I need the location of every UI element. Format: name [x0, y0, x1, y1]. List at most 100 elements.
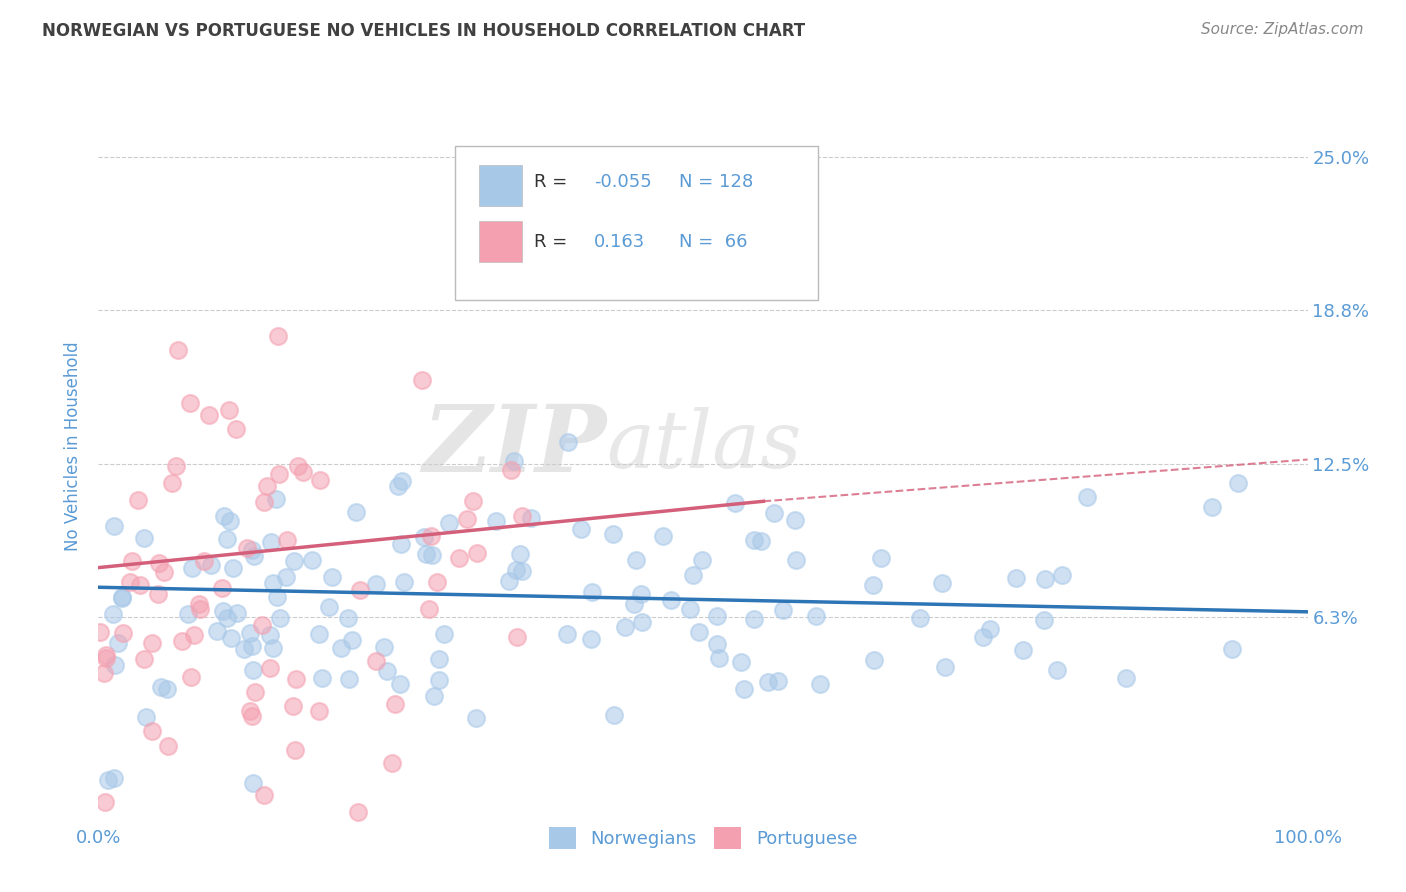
Point [207, 624, 229, 639]
Point [863, 653, 886, 667]
Point [785, 553, 807, 567]
Point [1220, 642, 1243, 657]
Point [1052, 568, 1074, 582]
Point [152, 565, 174, 579]
Point [226, 607, 249, 621]
Point [239, 704, 262, 718]
Point [344, 505, 367, 519]
Point [148, 556, 170, 570]
Point [447, 550, 470, 565]
Point [1012, 643, 1035, 657]
Point [510, 565, 533, 579]
Point [141, 724, 163, 739]
Point [103, 518, 125, 533]
Text: ZIP: ZIP [422, 401, 606, 491]
Point [499, 463, 522, 477]
Point [242, 776, 264, 790]
Point [218, 403, 240, 417]
Point [180, 670, 202, 684]
Point [384, 697, 406, 711]
Text: Source: ZipAtlas.com: Source: ZipAtlas.com [1201, 22, 1364, 37]
Point [242, 664, 264, 678]
Point [287, 458, 309, 473]
Point [283, 554, 305, 568]
Point [433, 626, 456, 640]
Point [281, 698, 304, 713]
Point [569, 523, 592, 537]
Point [112, 626, 135, 640]
Point [242, 549, 264, 564]
Point [103, 607, 125, 621]
Point [375, 665, 398, 679]
Point [211, 582, 233, 596]
Point [742, 612, 765, 626]
Point [766, 673, 789, 688]
Point [679, 602, 702, 616]
Point [346, 805, 368, 819]
Point [456, 512, 478, 526]
Point [250, 617, 273, 632]
Point [183, 628, 205, 642]
Point [690, 552, 713, 566]
Point [253, 788, 276, 802]
Text: 0.163: 0.163 [595, 233, 645, 252]
Point [706, 637, 728, 651]
Point [336, 610, 359, 624]
Point [1115, 672, 1137, 686]
Point [110, 591, 132, 605]
Point [107, 636, 129, 650]
Point [972, 630, 994, 644]
Point [321, 570, 343, 584]
Point [156, 739, 179, 753]
Point [121, 554, 143, 568]
Text: R =: R = [534, 173, 572, 191]
Point [756, 675, 779, 690]
Point [762, 506, 785, 520]
Point [394, 575, 416, 590]
Point [485, 514, 508, 528]
Point [373, 640, 395, 655]
Point [724, 496, 747, 510]
Point [1005, 571, 1028, 585]
Point [219, 632, 242, 646]
Text: N = 128: N = 128 [679, 173, 754, 191]
Point [366, 654, 388, 668]
Point [170, 633, 193, 648]
Point [225, 421, 247, 435]
Point [423, 689, 446, 703]
Point [509, 547, 531, 561]
Point [439, 516, 461, 530]
Point [94, 795, 117, 809]
Point [89, 625, 111, 640]
Point [706, 608, 728, 623]
Point [132, 532, 155, 546]
Point [661, 593, 683, 607]
Point [259, 628, 281, 642]
Point [908, 611, 931, 625]
Point [520, 511, 543, 525]
Point [94, 651, 117, 665]
Point [212, 603, 235, 617]
Point [391, 474, 413, 488]
Point [1201, 500, 1223, 514]
Point [190, 602, 212, 616]
Point [418, 602, 440, 616]
Point [366, 576, 388, 591]
Point [141, 636, 163, 650]
Point [239, 626, 262, 640]
Point [581, 632, 603, 647]
Point [506, 630, 529, 644]
Point [581, 585, 603, 599]
Point [219, 514, 242, 528]
Point [232, 642, 254, 657]
Point [93, 665, 115, 680]
Point [284, 743, 307, 757]
Point [262, 641, 284, 656]
Point [135, 710, 157, 724]
Point [465, 546, 488, 560]
Point [709, 651, 731, 665]
Point [330, 640, 353, 655]
Point [308, 627, 330, 641]
Point [193, 554, 215, 568]
Point [623, 597, 645, 611]
